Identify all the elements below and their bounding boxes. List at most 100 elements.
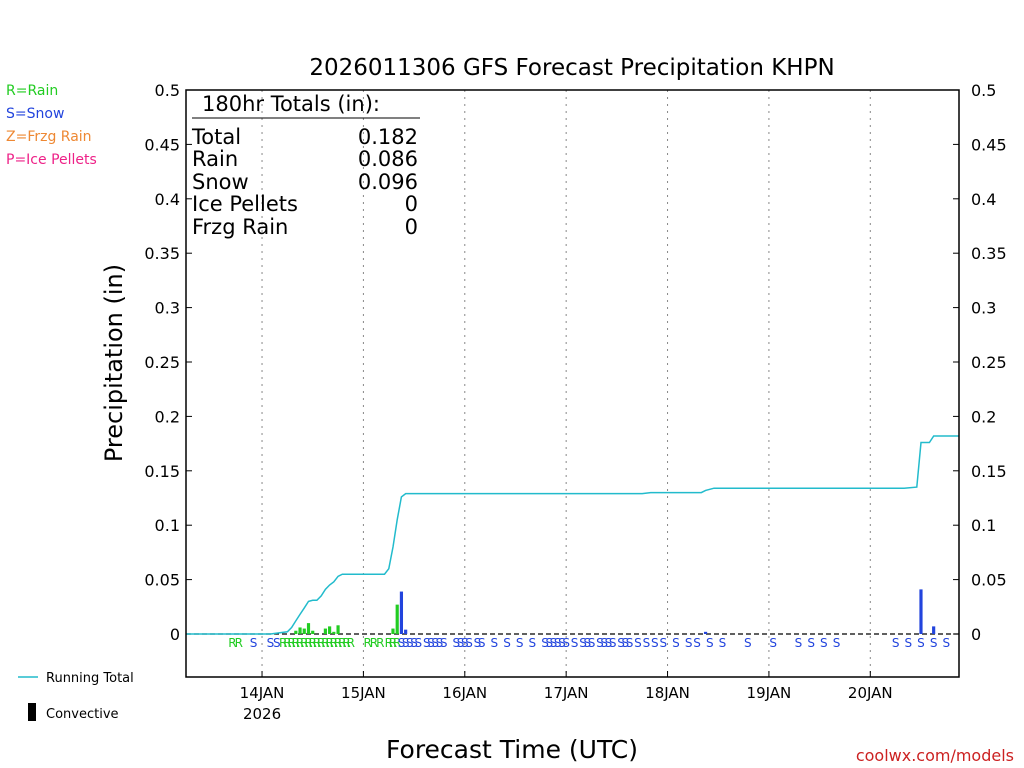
type-marker-snow: S [807,636,815,650]
precip-bar-rain [336,625,340,634]
precip-bar-rain [391,628,395,634]
y-tick-label-right: 0.05 [971,571,1007,590]
legend-ice-pellets: P=Ice Pellets [6,152,97,168]
type-marker-rain: R [317,636,325,650]
y-tick-label-left: 0.25 [144,353,180,372]
precip-bar-rain [302,628,306,634]
precip-bar-rain [294,630,298,634]
convective-legend-label: Convective [46,707,119,722]
convective-legend-swatch [28,703,36,721]
type-marker-snow: S [600,636,608,650]
y-tick-label-left: 0.3 [155,299,180,318]
x-ticks: 14JAN 2026 15JAN 16JAN 17JAN 18JAN 19JAN 20JAN [240,671,893,723]
y-axis-label: Precipitation (in) [100,264,128,462]
totals-box: 180hr Totals (in): Total 0.182 Rain 0.08… [191,92,420,239]
legend-freezing-rain: Z=Frzg Rain [6,129,92,145]
type-marker-snow: S [833,636,841,650]
type-marker-snow: S [651,636,659,650]
y-tick-label-right: 0.35 [971,244,1007,263]
y-tick-label-left: 0.4 [155,190,180,209]
y-tick-label-left: 0.5 [155,81,180,100]
type-marker-snow: S [545,636,553,650]
type-marker-snow: S [943,636,951,650]
precip-bar-snow [703,631,708,634]
type-marker-rain: R [385,636,393,650]
x-tick-label: 16JAN [442,684,487,702]
running-total-legend-label: Running Total [46,671,134,686]
x-tick-label: 19JAN [747,684,792,702]
type-marker-snow: S [769,636,777,650]
type-marker-snow: S [634,636,642,650]
type-marker-snow: S [529,636,537,650]
type-marker-rain: R [321,636,329,650]
y-tick-label-left: 0.45 [144,135,180,154]
x-tick-label: 18JAN [645,684,690,702]
y-tick-label-left: 0.2 [155,407,180,426]
type-marker-rain: R [283,636,291,650]
type-marker-snow: S [693,636,701,650]
type-marker-snow: S [583,636,591,650]
type-marker-snow: S [605,636,613,650]
type-marker-rain: R [338,636,346,650]
totals-label-rain: Rain [192,147,238,171]
y-tick-label-right: 0.3 [971,299,996,318]
type-marker-snow: S [719,636,727,650]
type-marker-rain: R [309,636,317,650]
type-marker-rain: R [300,636,308,650]
legend-rain: R=Rain [6,83,58,99]
type-marker-snow: S [596,636,604,650]
y-tick-label-right: 0.25 [971,353,1007,372]
type-marker-snow: S [672,636,680,650]
y-tick-label-right: 0.5 [971,81,996,100]
y-ticks-right: 0 0.05 0.1 0.15 0.2 0.25 0.3 0.35 0.4 0.45 0.5 [953,81,1007,644]
x-tick-sublabel: 2026 [243,705,281,723]
type-marker-snow: S [643,636,651,650]
type-marker-snow: S [626,636,634,650]
type-marker-snow: S [503,636,511,650]
type-marker-rain: R [363,636,371,650]
type-marker-rain: R [393,636,401,650]
x-tick-label: 15JAN [341,684,386,702]
y-tick-label-left: 0 [170,625,180,644]
type-marker-snow: S [795,636,803,650]
type-marker-snow: S [541,636,549,650]
type-marker-snow: S [440,636,448,650]
type-marker-snow: S [554,636,562,650]
type-marker-snow: S [609,636,617,650]
precip-bar-rain [311,630,315,634]
totals-label-total: Total [191,125,241,149]
type-marker-snow: S [588,636,596,650]
precip-bar-rain [306,623,311,634]
x-axis-label: Forecast Time (UTC) [386,735,638,764]
type-marker-snow: S [478,636,486,650]
type-marker-snow: S [402,636,410,650]
type-marker-rain: R [334,636,342,650]
type-marker-rain: R [313,636,321,650]
type-marker-snow: S [398,636,406,650]
type-marker-snow: S [491,636,499,650]
type-marker-snow: S [930,636,938,650]
totals-label-snow: Snow [192,170,249,194]
type-marker-rain: R [325,636,333,650]
plot-frame [185,89,960,678]
type-marker-rain: R [389,636,397,650]
totals-header: 180hr Totals (in): [202,92,380,116]
type-marker-snow: S [436,636,444,650]
x-tick-label: 14JAN [240,684,285,702]
type-marker-rain: R [347,636,355,650]
type-marker-snow: S [273,636,281,650]
type-marker-rain: R [376,636,384,650]
totals-value-freezing-rain: 0 [405,215,418,239]
type-marker-snow: S [558,636,566,650]
type-marker-snow: S [457,636,465,650]
type-marker-rain: R [370,636,378,650]
precip-bar-rain [328,626,332,634]
type-marker-snow: S [820,636,828,650]
type-marker-snow: S [571,636,579,650]
type-marker-snow: S [410,636,418,650]
y-tick-label-left: 0.05 [144,571,180,590]
credit-text: coolwx.com/models [856,746,1014,765]
type-marker-snow: S [474,636,482,650]
